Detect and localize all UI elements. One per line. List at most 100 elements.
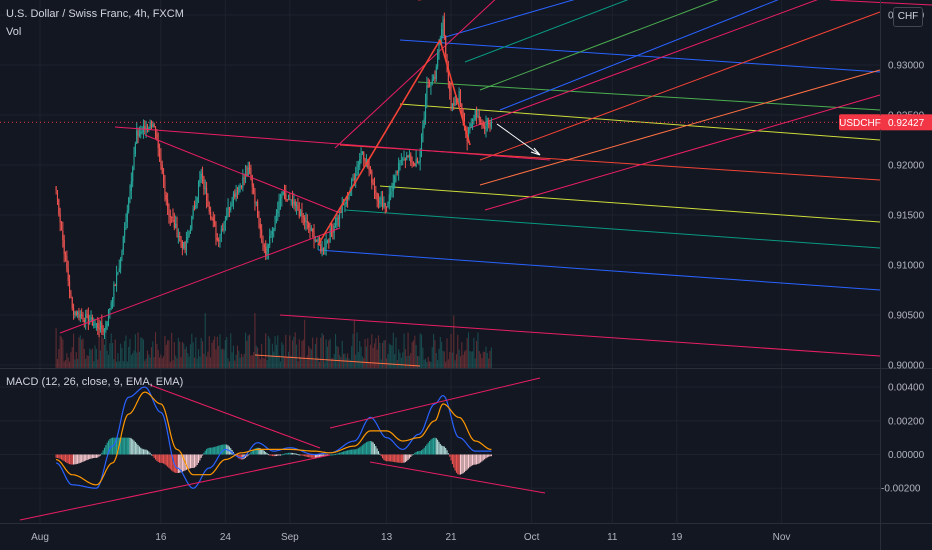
macd-hist-bar (447, 453, 449, 455)
macd-hist-bar (451, 454, 453, 465)
macd-hist-bar (364, 443, 366, 455)
candle-body (212, 217, 214, 221)
candle-body (454, 98, 456, 106)
volume-bar (232, 345, 234, 368)
candle-body (365, 160, 367, 163)
volume-bar (55, 328, 57, 368)
price-tag-text: 0.92427 (888, 118, 925, 129)
volume-bar (304, 319, 306, 368)
candle-body (188, 231, 190, 237)
macd-hist-bar (337, 453, 339, 455)
macd-hist-bar (306, 454, 308, 457)
macd-hist-bar (384, 454, 386, 461)
macd-lines (55, 386, 492, 489)
volume-bar (308, 345, 310, 368)
macd-hist-bar (297, 454, 299, 456)
candle-body (169, 215, 171, 218)
macd-hist-bar (316, 454, 318, 458)
macd-hist-bar (216, 446, 218, 455)
volume-bar (441, 341, 443, 368)
candle-body (343, 204, 345, 206)
macd-hist-bar (120, 437, 122, 455)
candle-body (306, 220, 308, 223)
volume-bar (340, 356, 342, 368)
volume-bar (75, 352, 77, 368)
macd-hist-bar (382, 454, 384, 459)
symbol-title[interactable]: U.S. Dollar / Swiss Franc, 4h, FXCM (6, 8, 184, 20)
macd-axis[interactable]: 0.00400 0.00200 0.00000 -0.00200 (881, 383, 925, 495)
candle-body (289, 199, 291, 201)
candle-body (379, 198, 381, 204)
macd-hist-bar (183, 454, 185, 472)
currency-button[interactable]: CHF (893, 7, 923, 27)
volume-bar (281, 342, 283, 368)
candle-body (257, 201, 259, 217)
candle-body (297, 205, 299, 211)
candle-body (148, 127, 150, 129)
macd-label[interactable]: MACD (12, 26, close, 9, EMA, EMA) (6, 376, 184, 388)
volume-bar (223, 349, 225, 368)
candle-body (201, 173, 204, 177)
candle-body (290, 199, 292, 201)
macd-hist-bar (267, 454, 269, 456)
candle-body (146, 128, 149, 130)
macd-hist-bar (107, 440, 110, 455)
candle-body (247, 167, 249, 176)
time-axis[interactable]: Aug 16 24 Sep 13 21 Oct 11 19 Nov (31, 532, 790, 543)
volume-label[interactable]: Vol (6, 26, 22, 38)
macd-hist-bar (462, 454, 464, 474)
volume-bar (150, 347, 153, 368)
trend-upper-triangle (144, 134, 341, 214)
volume-bar (485, 346, 487, 368)
macd-hist-bar (218, 445, 220, 455)
candle-body (224, 220, 226, 223)
macd-hist-bar (275, 454, 277, 456)
macd-hist-bar (392, 454, 394, 462)
macd-hist-bar (410, 454, 412, 458)
time-tick-label: 13 (381, 532, 393, 543)
macd-hist-bar (344, 451, 346, 455)
volume-bar (164, 335, 166, 368)
macd-hist-bar (398, 454, 400, 463)
candle-body (106, 321, 108, 326)
volume-bar (293, 336, 295, 368)
macd-hist-bar (343, 451, 345, 455)
macd-hist-bar (197, 454, 200, 463)
volume-bar (443, 351, 445, 368)
candle-body (353, 178, 355, 180)
volume-bar (429, 361, 431, 368)
candle-body (122, 236, 124, 251)
volume-bar (357, 352, 359, 368)
candle-body (196, 197, 198, 205)
price-axis[interactable]: 0.935000.930000.925000.920000.915000.910… (888, 11, 925, 372)
volume-bar (179, 341, 181, 368)
volume-bar (169, 361, 171, 368)
candle-body (356, 166, 358, 175)
macd-hist-bar (255, 447, 257, 455)
candle-body (98, 328, 100, 330)
macd-hist-bar (253, 449, 255, 455)
macd-hist-bar (137, 445, 139, 455)
macd-hist-bar (330, 454, 333, 456)
macd-hist-bar (332, 454, 334, 456)
volume-bar (71, 347, 73, 368)
candle-body (402, 159, 404, 161)
price-tag (881, 114, 932, 131)
signal-line (55, 391, 492, 486)
candle-body (469, 126, 471, 131)
candle-body (94, 323, 96, 325)
volume-bar (226, 337, 228, 368)
candle-body (141, 131, 143, 133)
candle-body (322, 248, 324, 251)
macd-hist-bar (443, 446, 445, 455)
macd-hist-bar (117, 437, 119, 455)
volume-bar (326, 346, 329, 368)
macd-hist-bar (116, 437, 118, 455)
candle-body (446, 54, 448, 69)
volume-bar (185, 346, 187, 368)
macd-hist-bar (102, 450, 104, 455)
candle-body (55, 186, 57, 191)
volume-bar (336, 345, 338, 368)
volume-bar (138, 351, 140, 368)
